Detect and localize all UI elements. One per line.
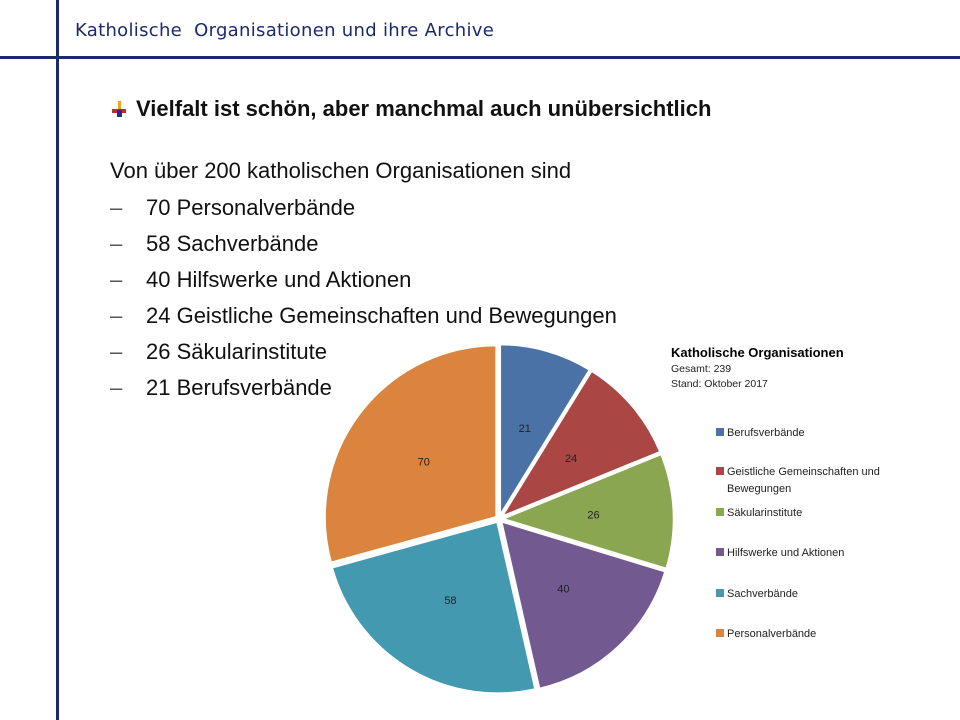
legend-swatch bbox=[716, 589, 724, 597]
pie-slice-3 bbox=[499, 519, 668, 691]
slide-header-title: Katholische Organisationen und ihre Arch… bbox=[75, 20, 495, 41]
horizontal-rule bbox=[0, 56, 960, 59]
vertical-rule bbox=[56, 0, 59, 720]
list-item: –70 Personalverbände bbox=[110, 194, 617, 230]
legend-label: Bewegungen bbox=[727, 483, 792, 495]
dash-icon: – bbox=[110, 303, 123, 328]
legend-swatch bbox=[716, 629, 724, 637]
legend-item: Sachverbände bbox=[716, 586, 916, 603]
chart-subtitle-date: Stand: Oktober 2017 bbox=[671, 378, 768, 390]
legend-label: Säkularinstitute bbox=[727, 507, 803, 519]
organisation-list: –70 Personalverbände –58 Sachverbände –4… bbox=[110, 194, 617, 410]
intro-text: Von über 200 katholischen Organisationen… bbox=[110, 158, 572, 183]
list-item: –21 Berufsverbände bbox=[110, 374, 617, 410]
pie-slice-0 bbox=[498, 342, 592, 521]
data-label: 70 bbox=[418, 457, 430, 469]
legend-swatch bbox=[716, 508, 724, 516]
legend-swatch bbox=[716, 548, 724, 556]
list-item: –24 Geistliche Gemeinschaften und Bewegu… bbox=[110, 302, 617, 338]
pie-slice-1 bbox=[498, 368, 663, 520]
legend-item: Säkularinstitute bbox=[716, 505, 916, 522]
dash-icon: – bbox=[110, 231, 123, 256]
legend-item: Berufsverbände bbox=[716, 425, 916, 442]
list-item: –58 Sachverbände bbox=[110, 230, 617, 266]
data-label: 58 bbox=[444, 595, 456, 607]
legend-label: Berufsverbände bbox=[727, 427, 805, 439]
chart-title: Katholische Organisationen bbox=[671, 345, 844, 360]
dash-icon: – bbox=[110, 195, 123, 220]
list-item: –40 Hilfswerke und Aktionen bbox=[110, 266, 617, 302]
slide-heading-text: Vielfalt ist schön, aber manchmal auch u… bbox=[136, 96, 712, 121]
cross-icon bbox=[112, 101, 126, 117]
data-label: 21 bbox=[519, 423, 531, 435]
list-item: –26 Säkularinstitute bbox=[110, 338, 617, 374]
pie-slice-5 bbox=[323, 343, 498, 565]
slide-heading: Vielfalt ist schön, aber manchmal auch u… bbox=[112, 96, 711, 122]
legend-item: Geistliche Gemeinschaften und Bewegungen bbox=[716, 464, 916, 498]
pie-slice-2 bbox=[498, 452, 676, 571]
legend-swatch bbox=[716, 467, 724, 475]
legend-label: Sachverbände bbox=[727, 588, 798, 600]
legend-swatch bbox=[716, 428, 724, 436]
dash-icon: – bbox=[110, 339, 123, 364]
data-label: 26 bbox=[587, 510, 599, 522]
legend-item: Personalverbände bbox=[716, 626, 916, 643]
pie-slice-4 bbox=[330, 520, 538, 695]
legend-label: Geistliche Gemeinschaften und bbox=[727, 466, 880, 478]
dash-icon: – bbox=[110, 375, 123, 400]
dash-icon: – bbox=[110, 267, 123, 292]
data-label: 40 bbox=[557, 583, 569, 595]
data-label: 24 bbox=[565, 453, 577, 465]
chart-subtitle-total: Gesamt: 239 bbox=[671, 363, 732, 375]
legend-item: Hilfswerke und Aktionen bbox=[716, 545, 916, 562]
legend-label: Personalverbände bbox=[727, 628, 817, 640]
legend-label: Hilfswerke und Aktionen bbox=[727, 547, 845, 559]
